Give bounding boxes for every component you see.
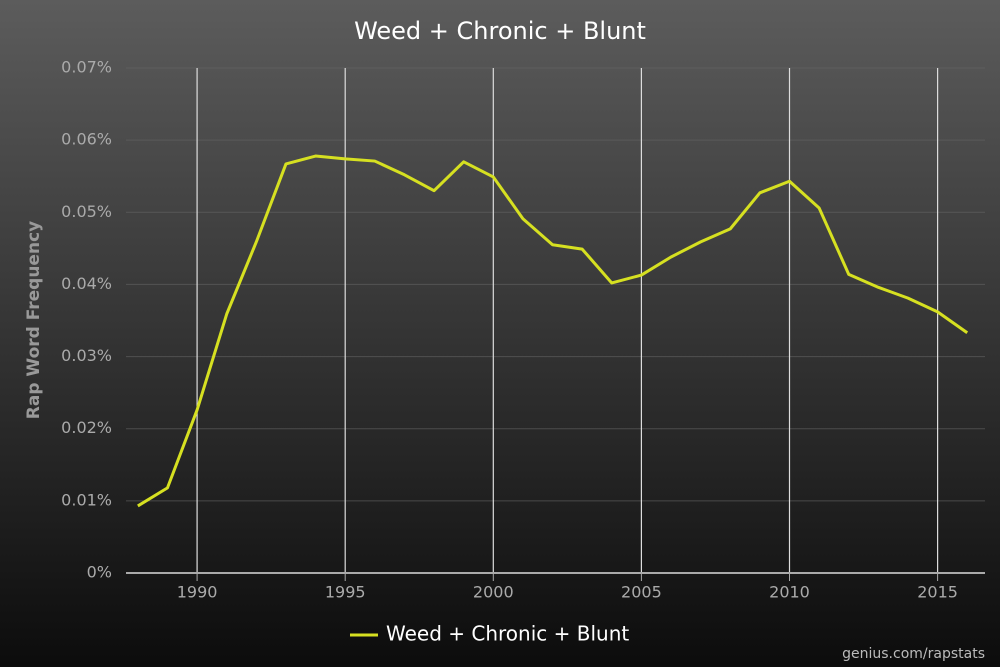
source-credit: genius.com/rapstats (842, 646, 985, 662)
x-tick-label: 2005 (621, 583, 662, 602)
data-line (137, 154, 969, 508)
x-tick-label: 1990 (177, 583, 218, 602)
x-tick-label: 2015 (917, 583, 958, 602)
y-tick-label: 0.07% (61, 58, 112, 77)
y-axis-title: Rap Word Frequency (24, 221, 44, 419)
y-tick-label: 0% (87, 563, 112, 582)
y-tick-label: 0.02% (61, 418, 112, 437)
x-tick-label: 2010 (769, 583, 810, 602)
y-tick-label: 0.01% (61, 490, 112, 509)
legend-label: Weed + Chronic + Blunt (386, 622, 629, 646)
x-tick-label: 1995 (325, 583, 366, 602)
y-tick-label: 0.06% (61, 130, 112, 149)
x-tick-label: 2000 (473, 583, 514, 602)
chart-title: Weed + Chronic + Blunt (354, 17, 646, 45)
y-tick-label: 0.03% (61, 346, 112, 365)
y-tick-label: 0.04% (61, 274, 112, 293)
y-tick-label: 0.05% (61, 202, 112, 221)
